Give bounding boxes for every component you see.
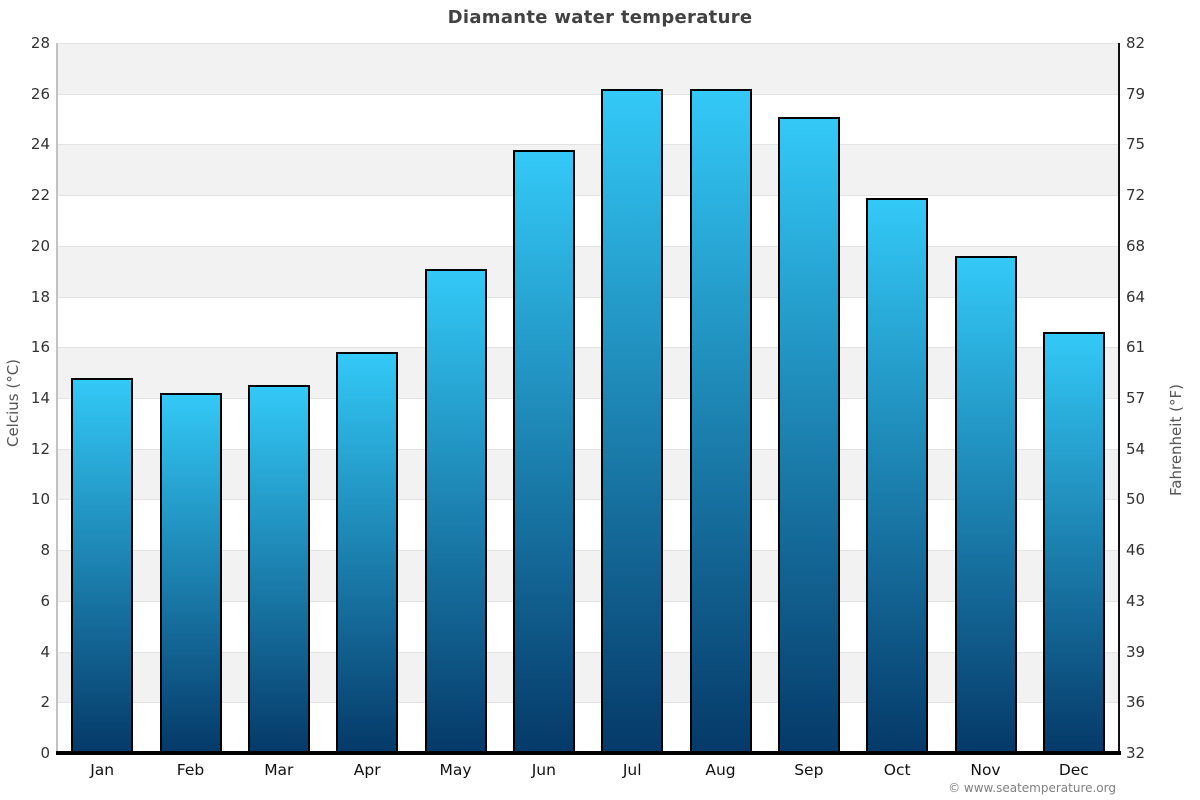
fahrenheit-tick-57: 57 bbox=[1126, 389, 1146, 407]
bar-aug bbox=[689, 88, 752, 753]
fahrenheit-tick-61: 61 bbox=[1126, 338, 1146, 357]
gridline bbox=[58, 550, 1118, 552]
plot-band bbox=[58, 43, 1118, 94]
gridline bbox=[58, 600, 1118, 602]
month-label-jan: Jan bbox=[90, 761, 115, 779]
plot-band bbox=[58, 347, 1118, 398]
celsius-tick-2: 2 bbox=[40, 693, 50, 712]
celsius-tick-10: 10 bbox=[30, 490, 50, 509]
celsius-tick-0: 0 bbox=[40, 744, 50, 762]
bar-nov bbox=[954, 256, 1017, 753]
plot-band bbox=[58, 600, 1118, 652]
copyright-text: © www.seatemperature.org bbox=[948, 781, 1116, 795]
month-label-apr: Apr bbox=[353, 761, 381, 779]
fahrenheit-tick-43: 43 bbox=[1126, 591, 1146, 610]
month-label-oct: Oct bbox=[883, 761, 911, 779]
gridline bbox=[58, 296, 1118, 298]
plot-area bbox=[58, 43, 1118, 753]
celsius-tick-16: 16 bbox=[30, 338, 50, 357]
gridline bbox=[58, 195, 1118, 197]
celsius-tick-4: 4 bbox=[40, 642, 50, 661]
gridline bbox=[58, 448, 1118, 450]
y-axis-line-fahrenheit bbox=[1118, 43, 1120, 755]
month-label-nov: Nov bbox=[970, 761, 1001, 779]
celsius-tick-22: 22 bbox=[30, 186, 50, 205]
plot-band bbox=[58, 398, 1118, 449]
celsius-tick-24: 24 bbox=[30, 135, 50, 154]
gridline bbox=[58, 245, 1118, 247]
bar-mar bbox=[247, 385, 310, 753]
y-axis-line-celsius bbox=[56, 43, 58, 753]
fahrenheit-tick-32: 32 bbox=[1126, 744, 1146, 762]
plot-band bbox=[58, 195, 1118, 246]
month-label-mar: Mar bbox=[264, 761, 294, 779]
fahrenheit-tick-68: 68 bbox=[1126, 236, 1146, 255]
gridline bbox=[58, 651, 1118, 653]
gridline bbox=[58, 702, 1118, 704]
fahrenheit-tick-64: 64 bbox=[1126, 287, 1146, 306]
plot-band bbox=[58, 499, 1118, 551]
gridline bbox=[58, 144, 1118, 146]
fahrenheit-tick-82: 82 bbox=[1126, 34, 1146, 52]
gridline bbox=[58, 398, 1118, 399]
bar-jul bbox=[601, 88, 664, 753]
bar-feb bbox=[159, 392, 222, 753]
month-label-aug: Aug bbox=[705, 761, 736, 779]
bar-jan bbox=[71, 377, 134, 753]
celsius-tick-28: 28 bbox=[30, 34, 50, 52]
bar-may bbox=[424, 268, 487, 753]
celsius-tick-20: 20 bbox=[30, 236, 50, 255]
gridline bbox=[58, 347, 1118, 349]
plot-band bbox=[58, 144, 1118, 196]
bar-sep bbox=[777, 116, 840, 753]
celsius-tick-6: 6 bbox=[40, 591, 50, 610]
plot-band bbox=[58, 296, 1118, 348]
plot-band bbox=[58, 245, 1118, 297]
month-label-feb: Feb bbox=[176, 761, 205, 779]
celsius-tick-8: 8 bbox=[40, 541, 50, 560]
plot-band bbox=[58, 651, 1118, 703]
bar-apr bbox=[336, 352, 399, 753]
plot-band bbox=[58, 550, 1118, 601]
fahrenheit-tick-75: 75 bbox=[1126, 135, 1146, 154]
celsius-tick-14: 14 bbox=[30, 389, 50, 407]
month-label-jul: Jul bbox=[622, 761, 642, 779]
celsius-tick-12: 12 bbox=[30, 439, 50, 458]
celsius-tick-18: 18 bbox=[30, 287, 50, 306]
gridline bbox=[58, 499, 1118, 501]
gridline bbox=[58, 93, 1118, 95]
fahrenheit-tick-50: 50 bbox=[1126, 490, 1146, 509]
celsius-tick-26: 26 bbox=[30, 84, 50, 103]
fahrenheit-tick-36: 36 bbox=[1126, 693, 1146, 712]
plot-band bbox=[58, 93, 1118, 145]
chart-title: Diamante water temperature bbox=[447, 7, 753, 28]
month-label-sep: Sep bbox=[794, 761, 824, 779]
gridline bbox=[58, 43, 1118, 44]
bar-oct bbox=[866, 197, 929, 753]
fahrenheit-tick-79: 79 bbox=[1126, 84, 1146, 103]
month-label-may: May bbox=[439, 761, 472, 779]
bar-jun bbox=[512, 149, 575, 753]
plot-band bbox=[58, 448, 1118, 500]
fahrenheit-tick-72: 72 bbox=[1126, 186, 1146, 205]
fahrenheit-tick-54: 54 bbox=[1126, 439, 1146, 458]
x-axis-line bbox=[56, 751, 1121, 755]
fahrenheit-tick-39: 39 bbox=[1126, 642, 1146, 661]
month-label-dec: Dec bbox=[1058, 761, 1089, 779]
fahrenheit-tick-46: 46 bbox=[1126, 541, 1146, 560]
plot-band bbox=[58, 702, 1118, 753]
bar-dec bbox=[1042, 332, 1105, 753]
month-label-jun: Jun bbox=[531, 761, 556, 779]
